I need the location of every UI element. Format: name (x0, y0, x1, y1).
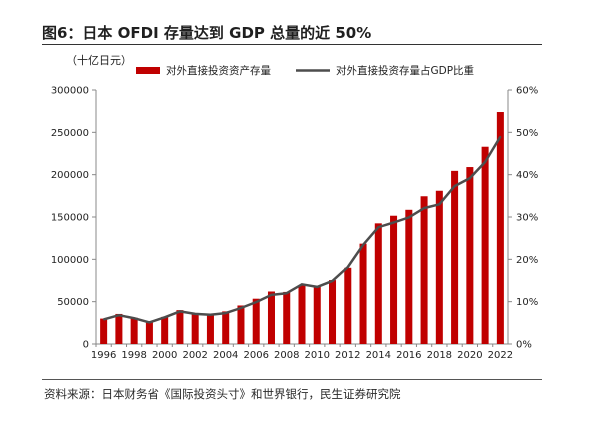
y-left-tick-label: 150000 (51, 213, 89, 224)
line-point-2019 (453, 185, 456, 187)
bar-2013 (359, 243, 367, 344)
bar-2011 (329, 280, 337, 344)
y-right-tick-label: 10% (516, 297, 538, 308)
bar-2004 (222, 311, 230, 344)
bar-2000 (161, 316, 169, 344)
line-point-2003 (209, 313, 212, 316)
line-point-2004 (224, 312, 227, 314)
bar-2007 (267, 291, 275, 344)
y-left-tick-label: 100000 (51, 255, 89, 266)
x-tick-label: 2006 (243, 350, 268, 361)
y-left-tick-label: 250000 (51, 128, 89, 139)
line-point-2020 (469, 177, 471, 179)
legend-bar-label: 对外直接投资资产存量 (166, 64, 271, 77)
y-left-tick-label: 50000 (57, 297, 89, 308)
x-tick-label: 2000 (152, 350, 177, 361)
line-series (102, 135, 502, 324)
x-tick-label: 2020 (457, 350, 482, 361)
legend-bar-swatch (136, 67, 160, 74)
bar-2009 (298, 285, 306, 344)
title-divider (42, 44, 542, 45)
unit-label: （十亿日元） (66, 53, 132, 67)
y-right-tick-label: 60% (516, 86, 538, 97)
line-point-1997 (118, 314, 120, 317)
line-point-2017 (423, 207, 425, 209)
bar-2016 (405, 209, 413, 344)
bar-2003 (206, 313, 214, 344)
bar-2014 (374, 223, 382, 344)
bar-1997 (115, 313, 123, 344)
line-point-2018 (438, 203, 441, 206)
line-point-1999 (148, 321, 151, 324)
line-point-2008 (285, 292, 288, 295)
legend-line-label: 对外直接投资存量占GDP比重 (336, 64, 474, 77)
bar-2002 (191, 313, 199, 344)
line-point-2013 (362, 244, 364, 246)
combo-chart: （十亿日元） 对外直接投资资产存量 对外直接投资存量占GDP比重 0 50000 1… (51, 53, 538, 362)
y-right-tick-label: 30% (516, 213, 538, 224)
x-tick-label: 2004 (213, 350, 238, 361)
bar-2008 (283, 291, 291, 344)
y-left-tick-label: 0 (83, 340, 89, 351)
line-point-2007 (270, 294, 273, 296)
y-right-tick-label: 0% (516, 340, 532, 351)
line-point-2000 (163, 316, 166, 319)
x-tick-label: 2010 (305, 350, 330, 361)
bar-1999 (145, 321, 153, 344)
bar-2015 (390, 215, 398, 344)
line-point-1998 (133, 317, 135, 319)
bar-2006 (252, 298, 260, 344)
line-point-2005 (240, 307, 242, 309)
footer-divider (42, 379, 542, 380)
line-point-2009 (301, 283, 303, 286)
legend: 对外直接投资资产存量 对外直接投资存量占GDP比重 (136, 64, 474, 77)
bar-2001 (176, 310, 184, 344)
line-point-2011 (331, 280, 334, 282)
bar-2019 (451, 170, 459, 344)
bars-series (100, 112, 504, 344)
line-point-2002 (194, 313, 196, 315)
bar-2010 (313, 286, 321, 344)
x-tick-label: 1996 (91, 350, 116, 361)
x-tick-label: 2016 (396, 350, 421, 361)
x-tick-label: 2008 (274, 350, 299, 361)
bar-2018 (435, 190, 443, 344)
line-point-2006 (255, 301, 258, 303)
bar-2017 (420, 196, 428, 344)
x-tick-label: 2014 (366, 350, 391, 361)
bar-2021 (481, 146, 489, 344)
line-point-2022 (499, 135, 502, 138)
bar-1996 (100, 318, 108, 344)
y-left-tick-label: 200000 (51, 170, 89, 181)
x-tick-label: 2002 (182, 350, 207, 361)
line-point-1996 (102, 318, 105, 321)
line-point-2016 (408, 216, 410, 219)
y-left-tick-label: 300000 (51, 86, 89, 97)
source-note: 资料来源：日本财务省《国际投资头寸》和世界银行，民生证券研究院 (44, 387, 401, 401)
figure-title: 图6：日本 OFDI 存量达到 GDP 总量的近 50% (42, 24, 372, 42)
bar-2012 (344, 267, 352, 344)
y-right-tick-label: 50% (516, 128, 538, 139)
axes: 0 50000 100000 150000 200000 250000 300000 0% 10… (51, 86, 538, 362)
y-right-tick-label: 20% (516, 255, 538, 266)
line-point-2021 (484, 161, 486, 163)
x-tick-label: 1998 (121, 350, 146, 361)
x-tick-label: 2018 (427, 350, 452, 361)
x-tick-label: 2012 (335, 350, 360, 361)
bar-2005 (237, 305, 245, 344)
line-point-2010 (316, 286, 319, 288)
line-point-2012 (346, 266, 349, 268)
bar-2020 (466, 167, 474, 344)
line-point-2014 (377, 226, 380, 228)
x-tick-label: 2022 (488, 350, 513, 361)
line-point-2001 (179, 310, 181, 313)
bar-2022 (496, 112, 504, 344)
bar-1998 (130, 317, 138, 344)
line-point-2015 (392, 221, 395, 224)
y-right-tick-label: 40% (516, 170, 538, 181)
